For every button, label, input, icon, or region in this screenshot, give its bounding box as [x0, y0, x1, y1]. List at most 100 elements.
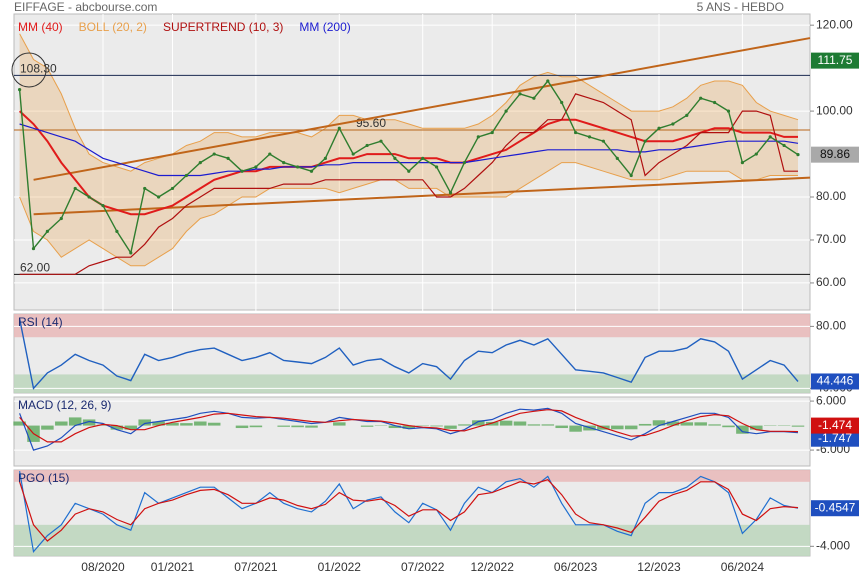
macd-histogram [68, 417, 82, 426]
price-point [754, 152, 758, 156]
macd-histogram [152, 421, 165, 426]
price-point [365, 143, 369, 148]
macd-histogram [680, 422, 694, 426]
value-box-label: 111.75 [818, 53, 853, 67]
macd-histogram [541, 424, 555, 426]
panel-title: PGO (15) [18, 471, 69, 485]
macd-histogram [291, 425, 304, 428]
macd-histogram [444, 425, 457, 429]
legend-entry: MM (40) [18, 20, 63, 34]
macd-histogram [569, 425, 582, 432]
macd-histogram [736, 425, 749, 434]
macd-histogram [96, 424, 110, 426]
chart-subtitle: 5 ANS - HEBDO [697, 0, 784, 14]
price-point [379, 139, 383, 143]
price-point [73, 186, 77, 191]
value-box [811, 417, 859, 434]
price-point [713, 100, 717, 105]
price-point [435, 165, 439, 169]
macd-histogram [722, 425, 735, 428]
macd-histogram [333, 422, 346, 426]
x-tick-label: 06/2023 [554, 560, 598, 574]
price-line [18, 318, 799, 390]
x-tick-label: 07/2021 [234, 560, 278, 574]
macd-histogram [611, 425, 624, 430]
boll-upper [19, 33, 799, 172]
price-point [351, 152, 355, 156]
price-point [657, 126, 661, 130]
macd-histogram [555, 425, 568, 429]
value-box [811, 500, 859, 517]
price-point [574, 130, 578, 135]
y-tick-label: 6.000 [816, 393, 846, 407]
price-point [601, 139, 606, 143]
macd-histogram [360, 425, 374, 427]
value-box [811, 430, 859, 447]
macd-histogram [750, 425, 763, 430]
macd-histogram [249, 425, 263, 428]
price-point [768, 135, 772, 139]
y-tick-label: 100.00 [816, 103, 853, 117]
price-point [323, 156, 327, 160]
zone-band [14, 374, 810, 393]
macd-histogram [138, 419, 151, 426]
value-box-label: 89.86 [820, 147, 850, 161]
level-label: 108.30 [20, 62, 57, 76]
macd-histogram [207, 422, 221, 426]
value-box [811, 146, 859, 163]
level-label: 62.00 [20, 261, 50, 275]
price-point [685, 113, 689, 117]
price-point [615, 156, 619, 160]
price-point [699, 96, 703, 100]
macd-histogram [194, 421, 207, 426]
boll-area [19, 33, 799, 266]
price-point [643, 139, 647, 143]
price-point [796, 153, 800, 157]
panel [13, 396, 811, 467]
price-point [490, 130, 494, 135]
series-line [19, 93, 798, 275]
macd-histogram [82, 419, 96, 426]
price-point [212, 152, 216, 156]
price-point [421, 156, 425, 160]
macd-histogram [458, 424, 471, 426]
x-tick-label: 08/2020 [81, 560, 125, 574]
price-point [726, 109, 731, 113]
zone-band [14, 524, 810, 556]
macd-histogram [624, 425, 638, 430]
value-box [811, 52, 859, 69]
series-line [19, 470, 799, 554]
chart-title: EIFFAGE - abcbourse.com [14, 0, 157, 14]
series-line [19, 479, 799, 542]
macd-histogram [55, 421, 68, 426]
price-point [407, 169, 411, 173]
macd-histogram [402, 425, 416, 429]
macd-histogram [388, 425, 402, 429]
value-box-label: -1.747 [818, 431, 852, 445]
macd-histogram [166, 422, 179, 426]
price-point [782, 143, 786, 148]
macd-histogram [694, 422, 707, 426]
price-point [532, 96, 536, 100]
macd-histogram [485, 421, 499, 426]
macd-histogram [513, 421, 527, 426]
macd-histogram [235, 425, 249, 429]
price-point [462, 161, 466, 165]
price-point [671, 122, 675, 126]
price-point [129, 251, 133, 255]
value-box-label: -1.474 [818, 418, 852, 432]
x-tick-label: 12/2023 [637, 560, 681, 574]
macd-histogram [791, 425, 805, 427]
y-tick-label: 80.00 [816, 319, 846, 333]
highlight-circle [11, 52, 47, 88]
x-tick-label: 07/2022 [401, 560, 445, 574]
x-tick-label: 01/2022 [318, 560, 362, 574]
price-point [518, 92, 522, 96]
price-point [476, 135, 480, 139]
price-point [184, 173, 188, 178]
value-box-label: -0.4547 [815, 500, 856, 514]
macd-histogram [666, 421, 680, 426]
value-box [811, 373, 859, 390]
price-point [393, 156, 397, 160]
macd-histogram [430, 425, 443, 427]
